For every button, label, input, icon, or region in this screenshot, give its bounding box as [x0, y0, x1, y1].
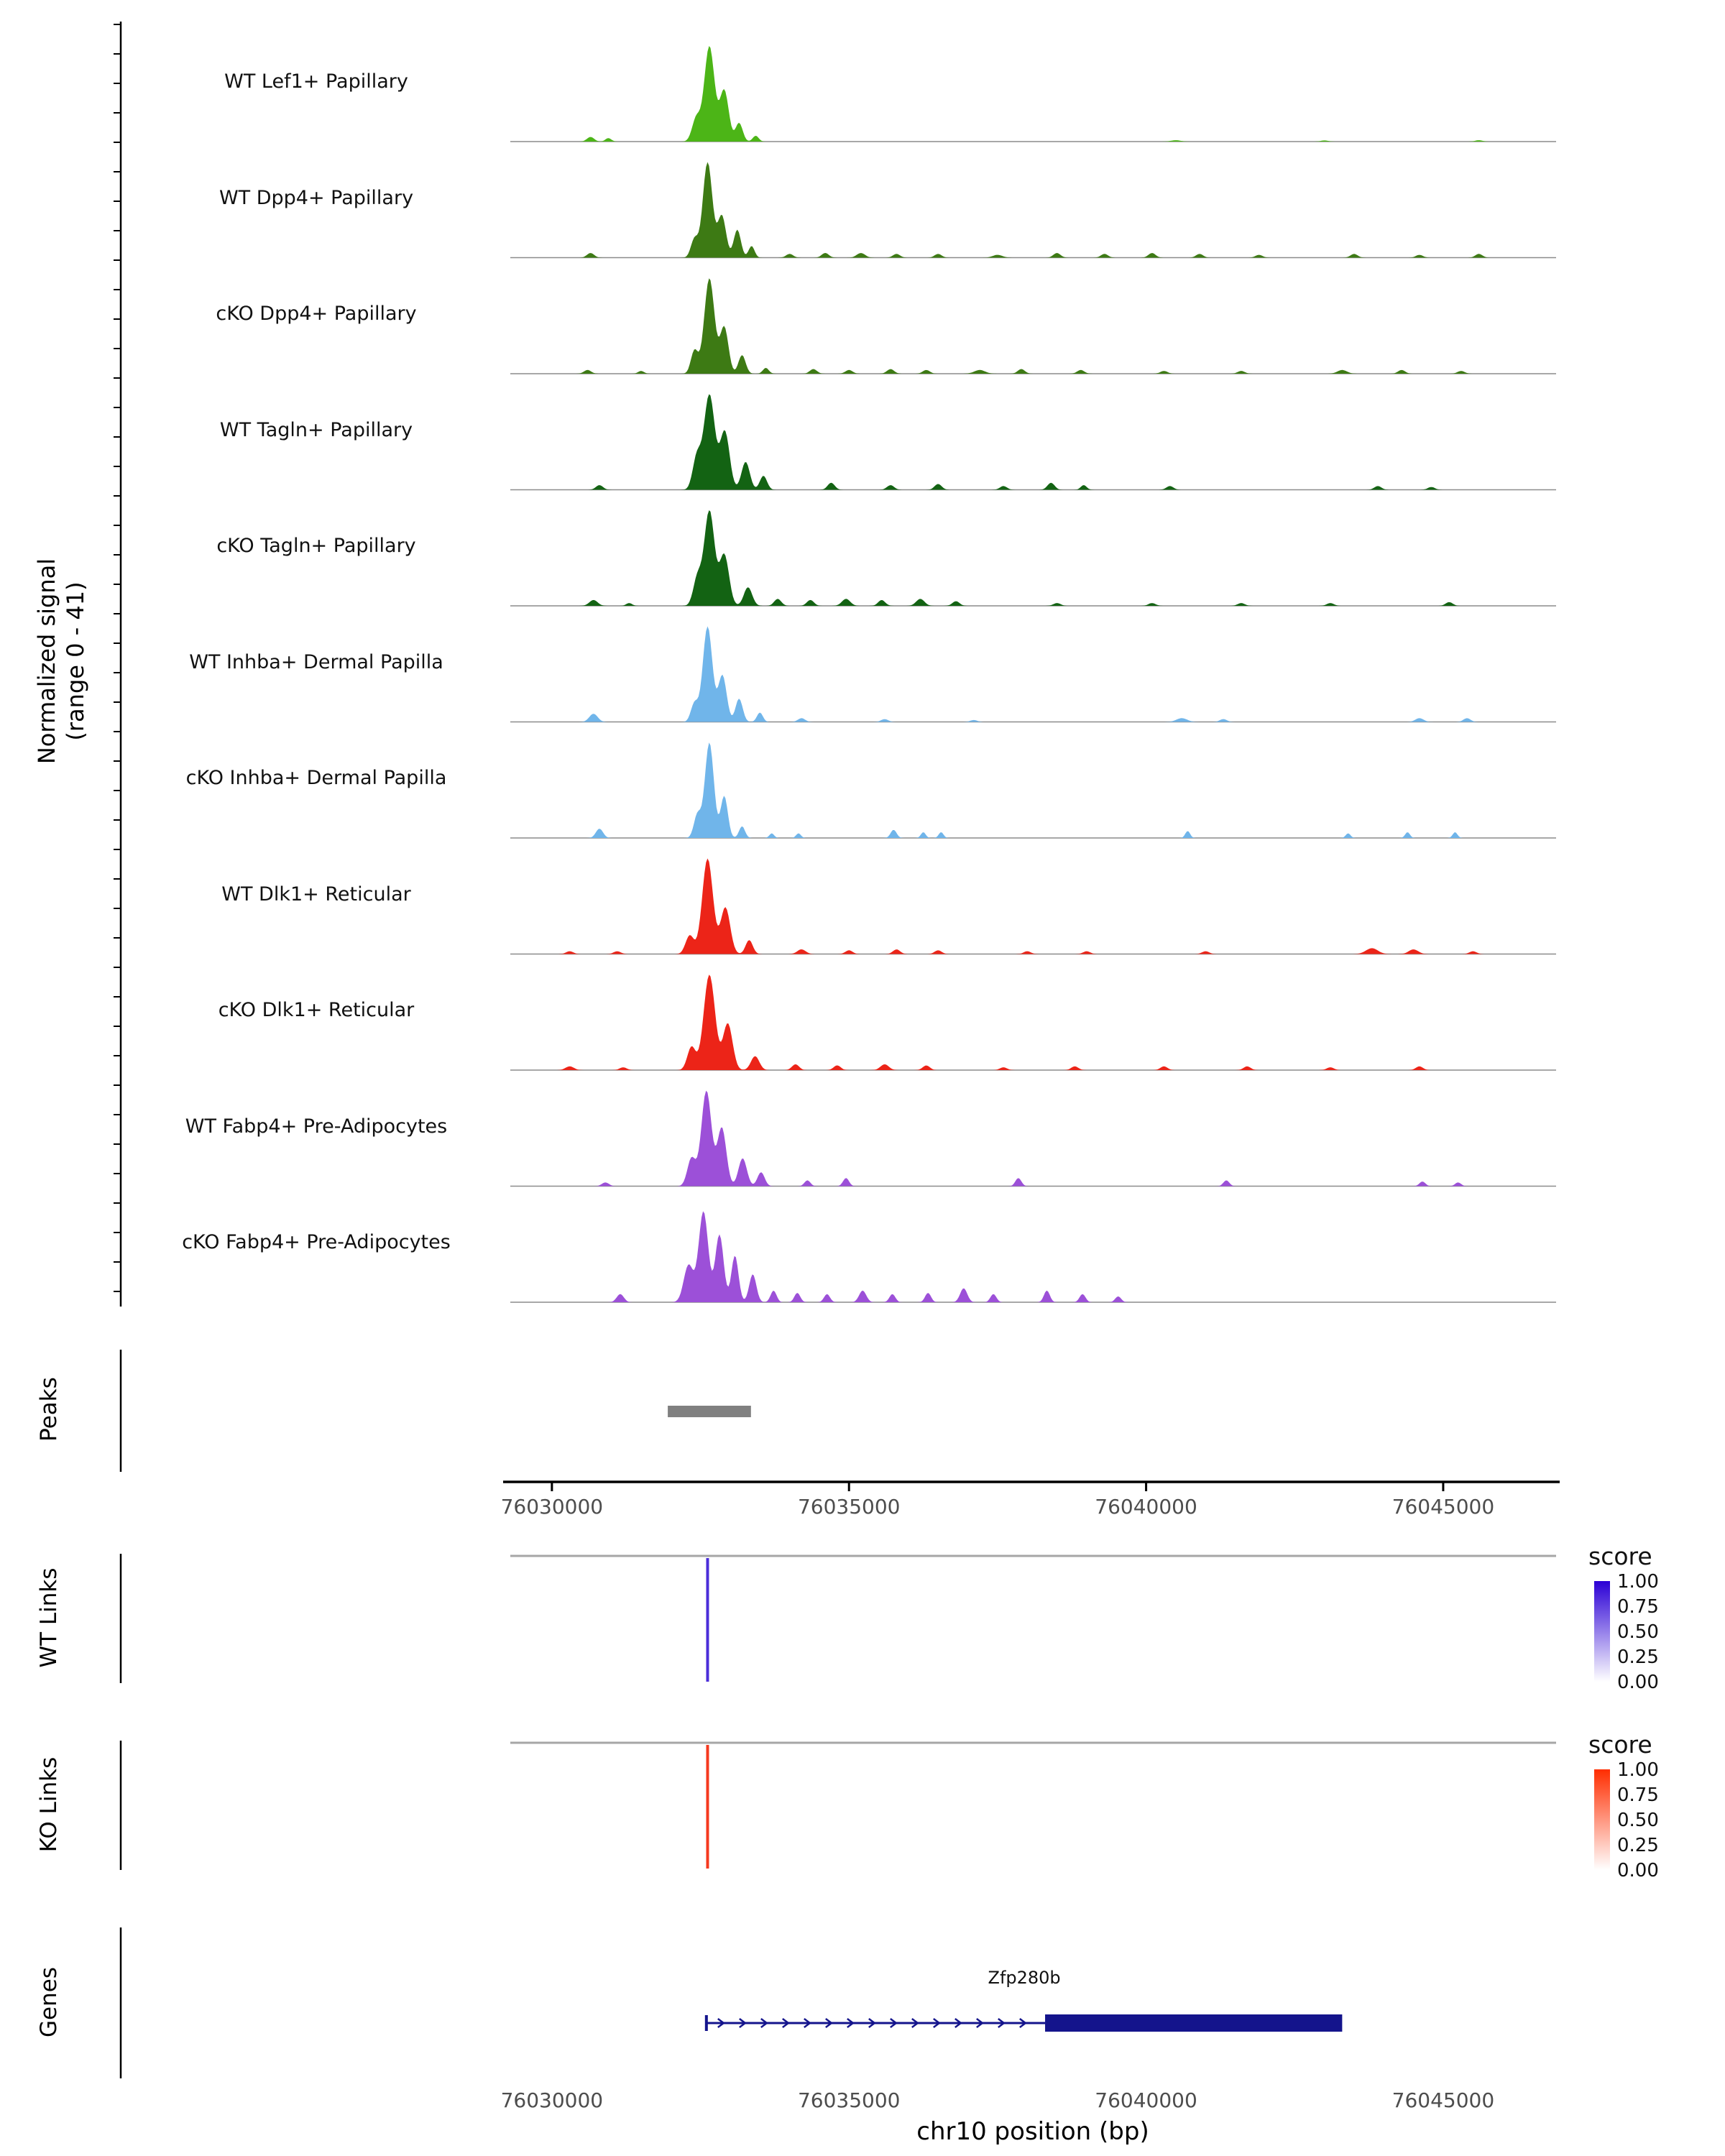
x-tick-label-bottom: 76030000: [500, 2088, 604, 2112]
strand-arrow: [717, 2018, 725, 2028]
coverage-area: [510, 278, 1556, 374]
wt-score-legend-tick-label: 0.75: [1617, 1596, 1659, 1618]
x-tick-label: 76045000: [1392, 1495, 1495, 1519]
wt-score-legend-tick-label: 0.25: [1617, 1646, 1659, 1668]
gene-name-label: Zfp280b: [988, 1968, 1061, 1988]
track-label: WT Inhba+ Dermal Papilla: [189, 650, 443, 673]
coverage-area: [510, 1211, 1556, 1302]
strand-arrow: [760, 2018, 768, 2028]
ko-score-legend-title: score: [1588, 1731, 1652, 1759]
peaks-section-label: Peaks: [36, 1377, 62, 1442]
strand-arrow: [825, 2018, 833, 2028]
ko-score-legend-tick-label: 0.50: [1617, 1810, 1659, 1831]
strand-arrow: [976, 2018, 984, 2028]
coverage-area: [510, 626, 1556, 722]
strand-arrow: [868, 2018, 876, 2028]
strand-arrow: [847, 2018, 855, 2028]
wt-score-legend-tick-label: 0.00: [1617, 1672, 1659, 1693]
coverage-area: [510, 510, 1556, 606]
ko-score-legend-tick-label: 0.75: [1617, 1784, 1659, 1806]
x-tick-label-bottom: 76040000: [1095, 2088, 1197, 2112]
strand-arrow: [911, 2018, 919, 2028]
track-label: WT Fabp4+ Pre-Adipocytes: [185, 1115, 448, 1138]
wt-score-legend-tick-label: 0.50: [1617, 1621, 1659, 1643]
track-label: WT Lef1+ Papillary: [224, 70, 408, 93]
wt-score-legend-tick-label: 1.00: [1617, 1571, 1659, 1593]
ko-score-legend-tick-label: 0.00: [1617, 1860, 1659, 1881]
track-label: cKO Fabp4+ Pre-Adipocytes: [182, 1231, 451, 1253]
strand-arrow: [804, 2018, 811, 2028]
x-tick-label-bottom: 76035000: [797, 2088, 901, 2112]
coverage-area: [510, 975, 1556, 1070]
x-tick-label-bottom: 76045000: [1392, 2088, 1495, 2112]
coverage-area: [510, 394, 1556, 490]
coverage-area: [510, 1090, 1556, 1187]
ko-score-legend-gradient: [1594, 1769, 1610, 1870]
wt-score-legend-gradient: [1594, 1581, 1610, 1682]
strand-arrow: [782, 2018, 790, 2028]
track-label: cKO Dlk1+ Reticular: [218, 999, 415, 1021]
strand-arrow: [890, 2018, 898, 2028]
track-label: cKO Tagln+ Papillary: [216, 535, 416, 557]
track-label: WT Dpp4+ Papillary: [218, 186, 414, 209]
strand-arrow: [933, 2018, 941, 2028]
ko-links-section-label: KO Links: [36, 1756, 62, 1853]
coverage-area: [510, 742, 1556, 838]
ko-score-legend-tick-label: 0.25: [1617, 1835, 1659, 1856]
track-label: WT Dlk1+ Reticular: [221, 883, 411, 906]
gene-exon-box: [1045, 2014, 1343, 2032]
peak-region-bar: [668, 1406, 751, 1417]
x-tick-label: 76040000: [1095, 1495, 1197, 1519]
x-tick-label: 76030000: [500, 1495, 604, 1519]
coverage-area: [510, 858, 1556, 954]
track-label: cKO Inhba+ Dermal Papilla: [185, 767, 447, 789]
strand-arrow: [998, 2018, 1006, 2028]
wt-score-legend-title: score: [1588, 1542, 1652, 1570]
strand-arrow: [739, 2018, 747, 2028]
wt-links-section-label: WT Links: [36, 1567, 62, 1668]
strand-arrow: [1019, 2018, 1027, 2028]
genes-section-label: Genes: [36, 1967, 62, 2037]
x-axis-title: chr10 position (bp): [916, 2117, 1149, 2146]
ko-score-legend-tick-label: 1.00: [1617, 1759, 1659, 1781]
track-label: cKO Dpp4+ Papillary: [216, 303, 417, 325]
coverage-area: [510, 46, 1556, 142]
track-label: WT Tagln+ Papillary: [219, 418, 413, 441]
x-tick-label: 76035000: [797, 1495, 901, 1519]
strand-arrow: [954, 2018, 962, 2028]
coverage-area: [510, 162, 1556, 258]
